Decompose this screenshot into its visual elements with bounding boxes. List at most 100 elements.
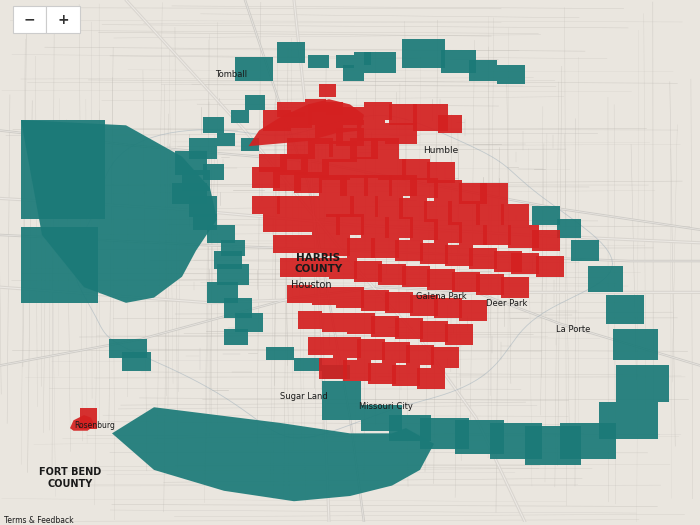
Bar	[385, 217, 413, 238]
Bar	[427, 162, 455, 183]
Text: Humble: Humble	[424, 146, 458, 155]
Bar	[385, 123, 416, 143]
Bar	[252, 196, 280, 214]
Bar	[262, 110, 290, 131]
Bar	[374, 196, 402, 217]
Bar	[301, 156, 329, 177]
Bar	[21, 120, 105, 219]
Bar	[402, 39, 444, 68]
Bar	[276, 42, 304, 62]
Bar	[332, 337, 360, 358]
Bar	[312, 214, 340, 235]
Bar	[525, 426, 581, 465]
Bar	[413, 104, 448, 131]
Bar	[368, 363, 395, 384]
Bar	[497, 65, 525, 83]
Bar	[46, 6, 80, 34]
Bar	[458, 300, 486, 321]
Bar	[588, 266, 623, 292]
Bar	[424, 201, 452, 222]
Bar	[357, 339, 385, 360]
Bar	[560, 423, 616, 459]
Bar	[318, 175, 346, 196]
Bar	[364, 102, 392, 120]
Bar	[416, 368, 444, 389]
Bar	[234, 57, 273, 81]
Bar	[172, 183, 206, 204]
Bar	[336, 55, 354, 68]
Text: Sugar Land: Sugar Land	[280, 392, 328, 401]
Bar	[304, 258, 329, 277]
Bar	[287, 285, 312, 303]
Bar	[287, 214, 312, 233]
Bar	[322, 235, 350, 256]
Bar	[500, 204, 528, 225]
Bar	[175, 151, 206, 175]
Bar	[287, 139, 315, 159]
Bar	[206, 282, 238, 303]
Bar	[389, 104, 416, 125]
Bar	[438, 115, 462, 133]
Bar	[224, 329, 248, 344]
Bar	[266, 347, 294, 360]
Bar	[430, 347, 458, 368]
Bar	[318, 358, 346, 379]
Bar	[420, 321, 448, 342]
Bar	[371, 139, 399, 159]
Bar	[458, 183, 486, 204]
Bar	[354, 261, 382, 282]
Bar	[108, 339, 147, 358]
Bar	[231, 110, 248, 123]
Bar	[389, 175, 416, 196]
Bar	[206, 225, 235, 243]
Bar	[360, 217, 388, 238]
Bar	[476, 274, 504, 295]
Bar	[343, 360, 371, 381]
Bar	[294, 358, 322, 371]
Bar	[410, 295, 438, 316]
Text: Missouri City: Missouri City	[359, 402, 413, 411]
Bar	[193, 214, 217, 230]
Bar	[224, 298, 252, 319]
Bar	[395, 240, 423, 261]
Bar	[252, 167, 280, 188]
Bar	[500, 277, 528, 298]
Bar	[276, 102, 304, 118]
Bar	[402, 159, 430, 180]
Bar	[308, 104, 336, 125]
Bar	[357, 120, 385, 141]
Bar	[322, 381, 360, 421]
Bar	[469, 60, 497, 81]
Bar	[410, 177, 438, 198]
Bar	[378, 159, 406, 180]
Bar	[570, 240, 598, 261]
Bar	[399, 198, 427, 219]
Bar	[444, 245, 472, 266]
Bar	[262, 214, 287, 233]
Bar	[214, 250, 242, 269]
Bar	[298, 311, 322, 329]
Text: +: +	[57, 13, 69, 27]
Bar	[494, 250, 522, 271]
Bar	[382, 342, 409, 363]
Bar	[298, 235, 322, 253]
Bar	[420, 243, 448, 264]
Bar	[217, 133, 234, 146]
Text: HARRIS
COUNTY: HARRIS COUNTY	[295, 253, 342, 275]
Bar	[480, 183, 508, 204]
Bar	[343, 65, 364, 81]
Bar	[318, 83, 336, 97]
Bar	[308, 139, 332, 156]
Bar	[280, 258, 304, 277]
Bar	[392, 365, 420, 386]
Bar	[322, 313, 346, 332]
Bar	[360, 290, 388, 311]
Polygon shape	[70, 415, 94, 430]
Bar	[340, 175, 368, 196]
Text: Deer Park: Deer Park	[486, 299, 528, 308]
Bar	[616, 365, 668, 402]
Bar	[402, 266, 430, 287]
Bar	[385, 292, 413, 313]
Bar	[350, 139, 378, 159]
Bar	[203, 118, 224, 133]
